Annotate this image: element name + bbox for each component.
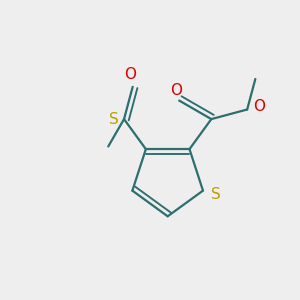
Text: S: S — [211, 187, 221, 202]
Text: O: O — [254, 99, 266, 114]
Text: S: S — [109, 112, 119, 127]
Text: O: O — [169, 83, 181, 98]
Text: O: O — [124, 68, 136, 82]
